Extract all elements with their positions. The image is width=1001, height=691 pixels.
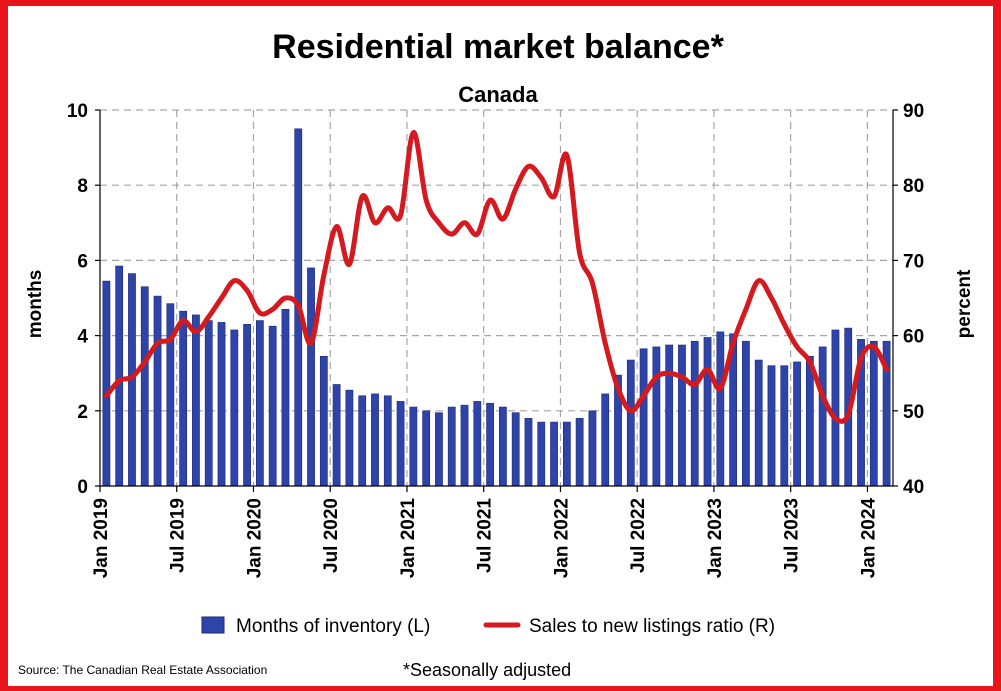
inventory-bar [140,286,149,487]
inventory-bar [652,346,661,487]
inventory-bar [805,355,814,487]
inventory-bar [639,348,648,487]
right-tick-label: 50 [903,402,924,423]
left-tick-label: 2 [77,402,88,423]
inventory-bar [869,340,878,487]
right-axis-ticks: 40 50 60 70 80 90 [893,101,924,498]
inventory-bar [166,303,175,487]
inventory-bar [575,418,584,487]
legend-label-ratio: Sales to new listings ratio (R) [529,616,775,637]
x-axis-ticks: Jan 2019 Jul 2019 Jan 2020 Jul 2020 Jan 2021… [91,486,879,578]
inventory-bar [422,410,431,487]
x-tick-label: Jan 2023 [705,498,726,578]
inventory-bar [435,412,443,487]
legend-swatch-inventory [201,616,225,634]
inventory-bar [550,421,558,487]
inventory-bar [396,401,405,487]
inventory-bar [499,406,507,487]
source-note: Source: The Canadian Real Estate Associa… [18,663,267,677]
left-tick-label: 0 [77,477,88,498]
inventory-bar [230,329,239,487]
left-tick-label: 4 [77,327,88,348]
inventory-bar [371,393,379,487]
x-tick-label: Jul 2023 [782,498,803,573]
inventory-bar [153,295,162,487]
inventory-bar [307,267,315,487]
inventory-bar [665,344,674,487]
inventory-bar [332,384,341,487]
right-tick-label: 90 [903,101,924,122]
inventory-bar [742,340,750,487]
inventory-bar [281,308,290,487]
inventory-bar [409,406,418,487]
inventory-bar [217,322,226,487]
x-tick-label: Jan 2021 [398,498,419,579]
left-axis-ticks: 0 2 4 6 8 10 [67,101,100,498]
left-tick-label: 8 [77,176,88,197]
inventory-bar [268,325,277,487]
right-tick-label: 70 [903,251,924,272]
left-tick-label: 10 [67,101,88,122]
inventory-bar [678,344,686,487]
left-axis-label: months [25,270,46,339]
x-tick-label: Jan 2022 [552,498,573,578]
x-tick-label: Jul 2020 [321,498,342,573]
right-tick-label: 60 [903,327,924,348]
inventory-bar [524,418,533,487]
inventory-bar [358,395,367,487]
inventory-bar [703,337,712,487]
inventory-bar [793,361,801,487]
inventory-bar [345,389,354,487]
left-tick-label: 6 [77,251,88,272]
inventory-bar [447,406,456,487]
seasonal-note: *Seasonally adjusted [403,660,571,680]
chart-title: Residential market balance* [272,28,724,66]
inventory-bar [511,412,520,487]
inventory-bar [243,324,251,487]
inventory-bar [179,310,188,487]
inventory-bar [831,329,840,487]
inventory-bar [192,314,200,487]
inventory-bar [383,395,392,487]
x-tick-label: Jan 2020 [245,498,266,578]
inventory-bar [626,359,635,487]
inventory-bar [767,365,776,487]
x-tick-label: Jan 2019 [91,498,112,578]
inventory-bar [562,421,571,487]
right-tick-label: 80 [903,176,924,197]
x-tick-label: Jan 2024 [858,498,879,579]
inventory-bar [818,346,827,487]
x-tick-label: Jul 2021 [475,498,496,573]
inventory-bars [102,128,891,487]
right-tick-label: 40 [903,477,924,498]
inventory-bar [716,331,725,487]
inventory-bar [690,340,699,487]
inventory-bar [780,365,789,487]
inventory-bar [255,320,264,487]
legend-label-inventory: Months of inventory (L) [236,616,430,637]
inventory-bar [473,401,482,487]
inventory-bar [102,280,111,487]
inventory-bar [115,265,124,487]
chart: Residential market balance* Canada 0 2 4 6 8… [18,28,975,680]
right-axis-label: percent [954,269,975,338]
axes [99,110,894,487]
inventory-bar [460,404,469,487]
chart-subtitle: Canada [458,82,538,107]
inventory-bar [486,402,494,487]
inventory-bar [601,393,610,487]
x-tick-label: Jul 2019 [168,498,189,573]
inventory-bar [537,421,546,487]
ratio-line [103,130,890,424]
inventory-bar [204,320,213,487]
inventory-bar [319,355,328,487]
inventory-bar [754,359,763,487]
legend: Months of inventory (L) Sales to new lis… [201,616,775,637]
x-tick-label: Jul 2022 [628,498,649,573]
inventory-bar [588,410,597,487]
ratio-line-layer [103,130,890,424]
chart-card: Residential market balance* Canada 0 2 4 6 8… [8,6,993,686]
